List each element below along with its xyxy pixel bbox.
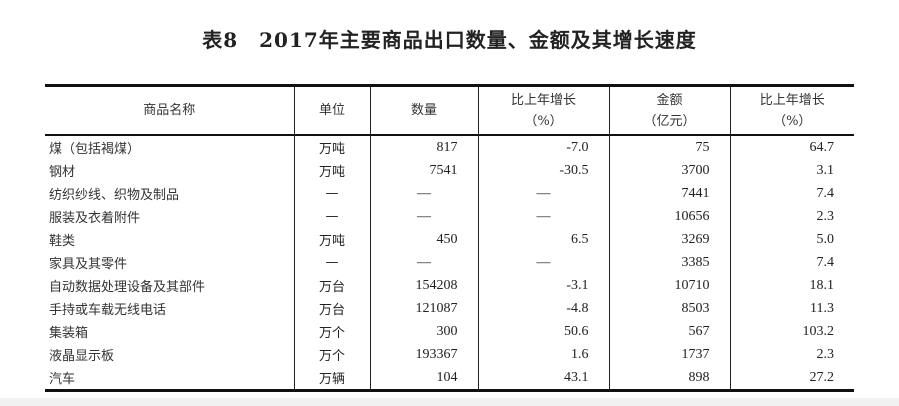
cell-amount: 3700 — [608, 159, 730, 182]
cell-amount: 567 — [608, 320, 730, 343]
cell-amount: 8503 — [608, 297, 730, 320]
table-title: 表8 2017年主要商品出口数量、金额及其增长速度 — [202, 28, 697, 52]
cell-quantity-growth: -3.1 — [477, 274, 609, 297]
cell-unit: 万台 — [293, 274, 370, 297]
header-line1: 比上年增长 — [510, 92, 576, 108]
cell-unit: 万个 — [293, 320, 370, 343]
cell-amount-growth: 3.1 — [729, 159, 854, 182]
header-line1: 商品名称 — [143, 103, 196, 118]
cell-name: 纺织纱线、织物及制品 — [49, 188, 180, 203]
table-row: 家具及其零件 — — —3385 7.4 — [45, 251, 854, 274]
cell-unit: 万吨 — [293, 228, 370, 251]
cell-unit: 万台 — [293, 297, 370, 320]
cell-amount-growth: 64.7 — [729, 135, 854, 159]
cell-amount-growth: 2.3 — [729, 205, 854, 228]
cell-amount: 3385 — [608, 251, 730, 274]
cell-unit: 万个 — [293, 343, 370, 366]
cell-name: 液晶显示板 — [49, 349, 115, 364]
cell-name: 自动数据处理设备及其部件 — [49, 280, 206, 295]
cell-quantity: 7541 — [369, 159, 478, 182]
header-row: 商品名称 单位 数量 比上年增长 （%） 金额 （亿元） 比上年增长 （%） — [45, 85, 854, 136]
cell-amount-growth: 27.2 — [729, 366, 854, 391]
cell-unit: 万辆 — [293, 366, 370, 391]
cell-quantity: 300 — [369, 320, 478, 343]
header-line1: 单位 — [318, 103, 345, 118]
cell-quantity-growth: 50.6 — [477, 320, 609, 343]
cell-amount: 3269 — [608, 228, 730, 251]
header-line1: 金额 — [656, 92, 683, 108]
cell-quantity: 193367 — [369, 343, 478, 366]
cell-quantity-growth: — — [477, 205, 609, 228]
cell-quantity: — — [369, 251, 478, 274]
bottom-strip — [0, 398, 899, 406]
cell-unit: — — [293, 182, 370, 205]
cell-quantity-growth: 6.5 — [477, 228, 609, 251]
cell-unit: 万吨 — [293, 159, 370, 182]
header-name: 商品名称 — [45, 86, 294, 136]
cell-unit: 万吨 — [293, 135, 370, 159]
cell-name: 集装箱 — [49, 326, 89, 341]
cell-amount-growth: 7.4 — [729, 251, 854, 274]
cell-name: 汽车 — [49, 372, 76, 387]
cell-name: 手持或车载无线电话 — [49, 303, 167, 318]
header-amount: 金额 （亿元） — [608, 85, 730, 135]
cell-amount: 1737 — [608, 343, 730, 366]
cell-amount: 898 — [608, 366, 730, 391]
cell-quantity-growth: -4.8 — [477, 297, 609, 320]
cell-amount-growth: 2.3 — [729, 343, 854, 366]
header-line1: 比上年增长 — [759, 92, 825, 108]
cell-quantity-growth: — — [477, 251, 609, 274]
table-row: 煤（包括褐煤） 万吨 817 -7.0 75 64.7 — [45, 135, 854, 159]
cell-quantity: 121087 — [369, 297, 478, 320]
cell-name: 鞋类 — [49, 234, 76, 249]
cell-quantity-growth: 43.1 — [477, 366, 609, 391]
table-row: 集装箱 万个 300 50.6 567 103.2 — [45, 320, 854, 343]
cell-quantity-growth: -30.5 — [477, 159, 609, 182]
header-quantity: 数量 — [369, 85, 478, 135]
cell-quantity: 450 — [369, 228, 478, 251]
cell-name: 服装及衣着附件 — [49, 211, 141, 226]
export-table: 商品名称 单位 数量 比上年增长 （%） 金额 （亿元） 比上年增长 （%） 煤（包括褐煤） 万吨… — [45, 84, 854, 392]
cell-unit: — — [293, 251, 370, 274]
cell-quantity-growth: -7.0 — [477, 135, 609, 159]
table-row: 手持或车载无线电话 万台 121087 -4.8 8503 11.3 — [45, 297, 854, 320]
header-line2: （亿元） — [643, 113, 696, 129]
table-row: 液晶显示板 万个 193367 1.6 1737 2.3 — [45, 343, 854, 366]
header-quantity-growth: 比上年增长 （%） — [477, 85, 609, 135]
cell-quantity: — — [369, 205, 478, 228]
cell-amount-growth: 18.1 — [729, 274, 854, 297]
cell-quantity-growth: — — [477, 182, 609, 205]
cell-amount-growth: 7.4 — [729, 182, 854, 205]
table-row: 钢材 万吨 7541 -30.5 3700 3.1 — [45, 159, 854, 182]
cell-amount: 10710 — [608, 274, 730, 297]
cell-amount-growth: 11.3 — [729, 297, 854, 320]
cell-unit: — — [293, 205, 370, 228]
cell-name: 煤（包括褐煤） — [49, 142, 141, 157]
header-line2: （%） — [524, 113, 563, 129]
cell-name: 家具及其零件 — [49, 257, 128, 272]
table-row: 汽车 万辆 104 43.1 898 27.2 — [45, 366, 854, 391]
table-row: 自动数据处理设备及其部件 万台 154208 -3.1 10710 18.1 — [45, 274, 854, 297]
cell-amount-growth: 5.0 — [729, 228, 854, 251]
cell-amount: 75 — [608, 135, 730, 159]
header-unit: 单位 — [293, 85, 370, 135]
cell-quantity: 104 — [369, 366, 478, 391]
cell-amount-growth: 103.2 — [729, 320, 854, 343]
header-amount-growth: 比上年增长 （%） — [729, 85, 854, 135]
table-row: 纺织纱线、织物及制品 — — —7441 7.4 — [45, 182, 854, 205]
header-line1: 数量 — [410, 103, 437, 118]
cell-amount: 10656 — [608, 205, 730, 228]
cell-amount: 7441 — [608, 182, 730, 205]
cell-quantity-growth: 1.6 — [477, 343, 609, 366]
cell-quantity: 817 — [369, 135, 478, 159]
cell-quantity: 154208 — [369, 274, 478, 297]
table-row: 服装及衣着附件 — — —10656 2.3 — [45, 205, 854, 228]
table-row: 鞋类 万吨 450 6.5 3269 5.0 — [45, 228, 854, 251]
cell-name: 钢材 — [49, 165, 76, 180]
header-line2: （%） — [773, 113, 812, 129]
cell-quantity: — — [369, 182, 478, 205]
